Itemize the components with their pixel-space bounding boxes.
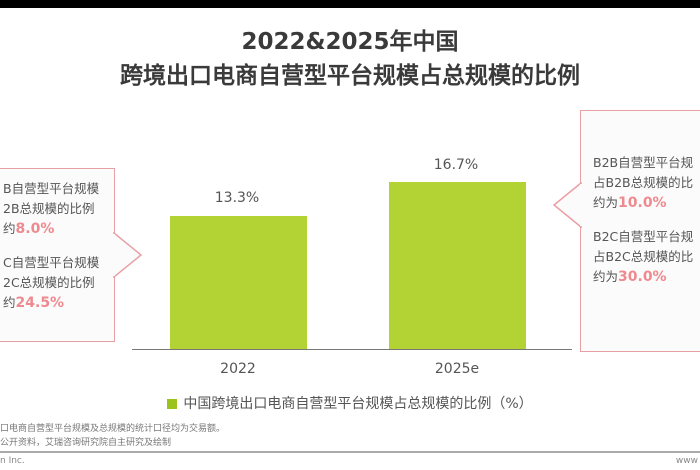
footer-divider — [0, 451, 700, 453]
chart-title-line1: 2022&2025年中国 — [241, 29, 459, 55]
bar-label-2022: 13.3% — [214, 190, 260, 206]
callout-right-b2b-value-row: 约为10.0% — [593, 193, 700, 213]
callout-right-b2c-value: 30.0% — [618, 269, 667, 285]
callout-left-b2b-line1: B自营型平台规模 — [3, 181, 100, 196]
footer-right: www — [675, 456, 698, 466]
callout-left: B自营型平台规模 2B总规模的比例 约8.0% C自营型平台规模 2C总规模的比… — [0, 168, 115, 342]
callout-right-b2c-line1: B2C自营型平台规 — [593, 229, 694, 244]
callout-left-b2b-prefix: 约 — [3, 221, 16, 236]
callout-left-arrow-icon — [113, 232, 143, 278]
legend-swatch-icon — [167, 399, 178, 409]
bar-label-2025e: 16.7% — [433, 157, 479, 173]
x-label-2022: 2022 — [220, 361, 256, 377]
callout-left-b2c-line1: C自营型平台规模 — [3, 255, 100, 270]
note-line1: 口电商自营型平台规模及总规模的统计口径均为交易额。 — [0, 424, 226, 434]
callout-right-b2b-line2: 占B2B总规模的比 — [593, 175, 694, 190]
callout-left-b2c-value-row: 约24.5% — [3, 293, 114, 313]
callout-left-b2c-line2: 2C总规模的比例 — [3, 275, 95, 290]
bar-2025e — [389, 182, 526, 349]
legend-label: 中国跨境出口电商自营型平台规模占总规模的比例（%） — [183, 396, 533, 412]
bar-2022 — [170, 216, 307, 349]
callout-right-b2c-line2: 占B2C总规模的比 — [593, 249, 694, 264]
footer-left: n Inc. — [0, 456, 25, 466]
callout-left-b2b-value: 8.0% — [15, 221, 55, 237]
callout-right-b2b-line1: B2B自营型平台规 — [593, 155, 694, 170]
x-axis — [132, 349, 572, 350]
callout-right-b2b-value: 10.0% — [618, 195, 667, 211]
callout-right-arrow-icon — [552, 182, 582, 228]
callout-right-b2b-prefix: 约为 — [593, 195, 619, 210]
callout-right: B2B自营型平台规 占B2B总规模的比 约为10.0% B2C自营型平台规 占B… — [580, 110, 700, 352]
callout-right-b2c-prefix: 约为 — [593, 269, 619, 284]
callout-left-b2c-prefix: 约 — [3, 295, 16, 310]
legend: 中国跨境出口电商自营型平台规模占总规模的比例（%） — [0, 393, 700, 413]
x-label-2025e: 2025e — [434, 361, 480, 377]
callout-left-b2b-value-row: 约8.0% — [3, 219, 114, 239]
note-line2: 公开资料，艾瑞咨询研究院自主研究及绘制 — [0, 438, 172, 448]
callout-right-b2c-value-row: 约为30.0% — [593, 267, 700, 287]
callout-left-b2c-value: 24.5% — [15, 295, 65, 311]
chart-title-line2: 跨境出口电商自营型平台规模占总规模的比例 — [120, 63, 580, 89]
top-bar — [0, 0, 700, 8]
callout-left-b2b-line2: 2B总规模的比例 — [3, 201, 95, 216]
